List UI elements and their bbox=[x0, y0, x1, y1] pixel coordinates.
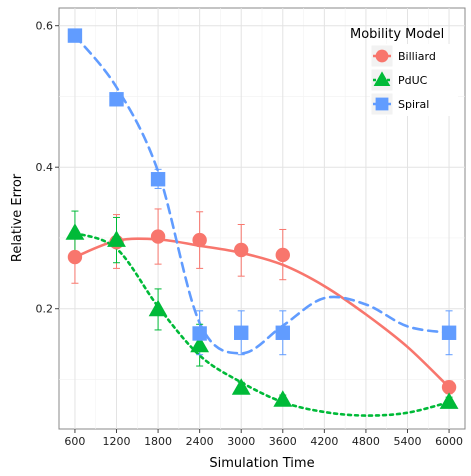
spiral-point bbox=[441, 325, 457, 340]
spiral-point bbox=[109, 92, 124, 107]
legend-key-circle-icon bbox=[375, 49, 389, 63]
data-markers bbox=[65, 28, 459, 409]
pduc-point bbox=[148, 299, 168, 317]
x-tick-label: 5400 bbox=[393, 435, 421, 448]
x-tick-label: 600 bbox=[64, 435, 85, 448]
legend-label: Spiral bbox=[398, 98, 429, 111]
pduc-point bbox=[190, 335, 210, 353]
billiard-point bbox=[150, 229, 166, 244]
y-tick-label: 0.6 bbox=[36, 20, 54, 33]
spiral-point bbox=[234, 325, 249, 340]
billiard-point bbox=[275, 247, 290, 263]
pduc-point bbox=[273, 390, 293, 407]
spiral-curve bbox=[73, 34, 451, 355]
y-tick-label: 0.2 bbox=[36, 303, 54, 316]
x-tick-label: 4200 bbox=[310, 435, 338, 448]
spiral-point bbox=[192, 326, 207, 341]
spiral-point bbox=[275, 325, 290, 340]
x-tick-label: 1200 bbox=[103, 435, 131, 448]
x-tick-label: 3000 bbox=[227, 435, 255, 448]
x-axis-title: Simulation Time bbox=[209, 456, 314, 471]
billiard-point bbox=[192, 232, 207, 248]
legend-key-triangle-icon bbox=[373, 71, 391, 87]
pduc-point bbox=[65, 223, 85, 240]
spiral-point bbox=[150, 172, 166, 187]
legend-key-square-icon bbox=[375, 97, 389, 111]
legend: Mobility Model Billiard PdUC Spiral bbox=[350, 27, 458, 116]
billiard-point bbox=[441, 380, 457, 395]
x-tick-label: 2400 bbox=[186, 435, 214, 448]
pduc-curve bbox=[73, 231, 451, 417]
pduc-point bbox=[231, 378, 251, 395]
smoothed-curves bbox=[73, 34, 451, 417]
billiard-curve bbox=[73, 237, 451, 389]
pduc-point bbox=[439, 392, 459, 409]
legend-item-spiral: Spiral bbox=[370, 92, 429, 116]
y-axis-title: Relative Error bbox=[10, 173, 25, 262]
x-tick-label: 6000 bbox=[435, 435, 463, 448]
legend-item-pduc: PdUC bbox=[370, 68, 428, 92]
legend-item-billiard: Billiard bbox=[370, 44, 436, 68]
legend-label: Billiard bbox=[398, 50, 436, 63]
legend-label: PdUC bbox=[398, 74, 428, 87]
x-tick-label: 3600 bbox=[269, 435, 297, 448]
spiral-point bbox=[67, 28, 83, 43]
axes: 600 1200 1800 2400 3000 3600 4200 4800 5400 6000 0… bbox=[36, 20, 464, 448]
legend-items: Billiard PdUC Spiral bbox=[370, 44, 458, 116]
y-tick-label: 0.4 bbox=[36, 161, 54, 174]
billiard-point bbox=[234, 242, 249, 258]
pduc-point bbox=[107, 230, 126, 247]
x-tick-label: 4800 bbox=[352, 435, 380, 448]
billiard-point bbox=[67, 249, 83, 265]
x-tick-label: 1800 bbox=[144, 435, 172, 448]
legend-title: Mobility Model bbox=[350, 27, 444, 42]
